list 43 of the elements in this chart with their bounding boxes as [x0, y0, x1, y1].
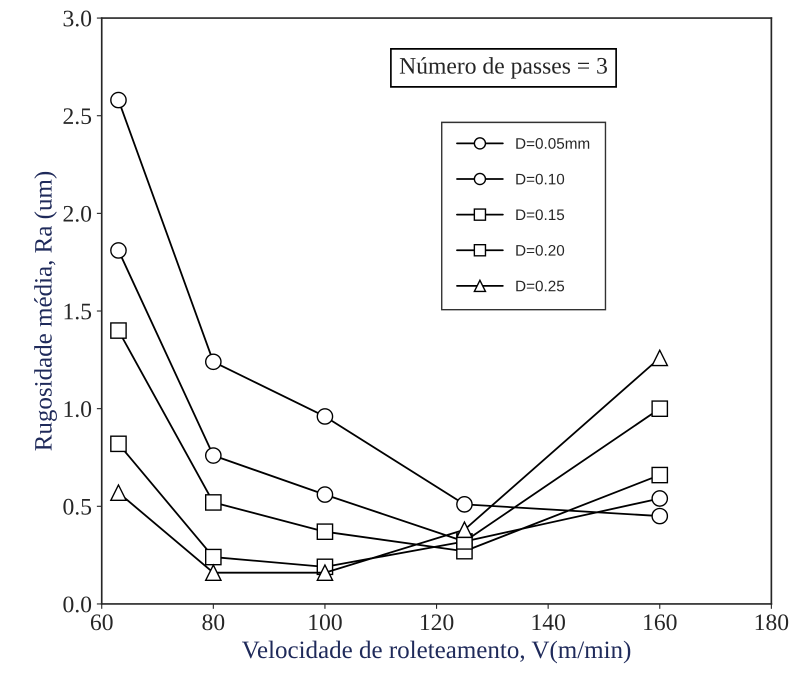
point [205, 564, 222, 582]
point [205, 447, 222, 464]
point [110, 92, 127, 108]
x-axis-title: Velocidade de roleteamento, V(m/min) [242, 640, 630, 664]
y-tick-label: 0.0 [63, 596, 92, 612]
point [316, 564, 334, 582]
point [456, 496, 473, 513]
point [651, 466, 668, 484]
x-tick-label: 140 [532, 614, 565, 630]
x-tick-label: 100 [309, 614, 342, 630]
point [456, 521, 473, 538]
x-tick-label: 80 [202, 614, 224, 630]
point [205, 548, 222, 566]
x-tick-label: 180 [756, 614, 788, 630]
point [205, 494, 222, 511]
y-axis-title: Rugosidade média, Ra (um) [34, 172, 57, 451]
y-tick-label: 2.0 [64, 206, 92, 222]
x-tick-label: 160 [644, 614, 677, 630]
legend-label: D=0.05mm [516, 138, 590, 149]
point [110, 242, 127, 259]
point [316, 408, 334, 425]
legend-label: D=0.25 [516, 280, 564, 292]
legend-label: D=0.15 [516, 209, 564, 220]
point [110, 322, 127, 339]
point [110, 484, 127, 501]
point [651, 350, 668, 366]
point [316, 523, 334, 540]
x-tick-label: 60 [90, 614, 113, 630]
annotation: Número de passes = 3 [400, 57, 607, 79]
point [651, 508, 668, 524]
point [110, 435, 127, 452]
y-tick-label: 1.0 [64, 401, 92, 418]
y-tick-label: 0.5 [63, 498, 92, 515]
point [651, 490, 668, 507]
y-tick-label: 1.5 [64, 304, 92, 320]
point [205, 353, 222, 370]
legend-label: D=0.10 [516, 174, 564, 185]
point [316, 486, 334, 503]
point [651, 400, 668, 417]
y-tick-label: 3.0 [64, 10, 92, 27]
x-tick-label: 120 [420, 614, 454, 630]
legend-label: D=0.20 [516, 244, 564, 256]
y-tick-label: 2.5 [64, 108, 92, 124]
